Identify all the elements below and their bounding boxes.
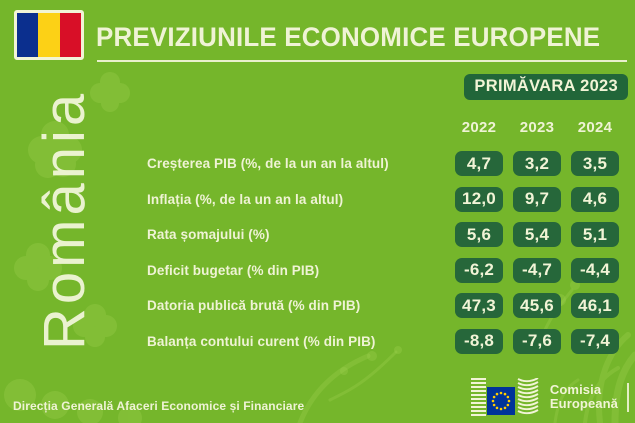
page-title: PREVIZIUNILE ECONOMICE EUROPENE — [96, 22, 601, 52]
value-box: 5,1 — [571, 222, 619, 248]
value-box: -4,4 — [571, 257, 619, 283]
flag-stripe-red — [59, 13, 81, 57]
row-label-budget-deficit: Deficit bugetar (% din PIB) — [147, 262, 320, 278]
season-badge: PRIMĂVARA 2023 — [464, 74, 628, 100]
value-box: 5,6 — [455, 222, 503, 248]
row-label-inflation: Inflația (%, de la un an la altul) — [147, 191, 344, 207]
row-label-current-account: Balanța contului curent (% din PIB) — [147, 333, 376, 349]
column-header-2024: 2024 — [577, 118, 613, 136]
value-box: -6,2 — [455, 257, 503, 283]
flag-stripe-yellow — [38, 13, 60, 57]
row-label-unemployment: Rata șomajului (%) — [147, 227, 270, 243]
value-box: 4,6 — [571, 186, 619, 212]
logo-divider — [627, 382, 629, 412]
department-caption: Direcția Generală Afaceri Economice și F… — [13, 399, 305, 413]
row-label-gdp-growth: Creșterea PIB (%, de la un an la altul) — [147, 156, 389, 172]
column-header-2023: 2023 — [519, 118, 555, 136]
value-box: 3,5 — [571, 151, 619, 177]
value-box: -8,8 — [455, 328, 503, 354]
value-box: -7,6 — [513, 328, 561, 354]
value-box: 3,2 — [513, 151, 561, 177]
row-label-public-debt: Datoria publică brută (% din PIB) — [147, 298, 361, 314]
ec-logo-line1: Comisia — [549, 381, 602, 397]
ec-logo-text: Comisia Europeană — [549, 381, 618, 412]
forecast-table: 2022 2023 2024 Creșterea PIB (%, de la u… — [147, 108, 619, 359]
eu-flag-icon — [486, 387, 515, 415]
value-box: 12,0 — [455, 186, 503, 212]
value-box: 9,7 — [513, 186, 561, 212]
value-box: 46,1 — [571, 293, 619, 319]
ec-logo-line2: Europeană — [549, 396, 618, 411]
value-box: -7,4 — [571, 328, 619, 354]
romania-flag-icon — [14, 10, 84, 60]
european-commission-logo: Comisia Europeană — [470, 378, 629, 416]
country-name: România — [32, 89, 97, 350]
value-box: -4,7 — [513, 257, 561, 283]
title-underline — [97, 60, 627, 62]
value-box: 5,4 — [513, 222, 561, 248]
ec-building-eu-flag-icon — [470, 378, 539, 416]
flag-stripe-blue — [17, 13, 39, 57]
value-box: 47,3 — [455, 293, 503, 319]
value-box: 45,6 — [513, 293, 561, 319]
value-box: 4,7 — [455, 151, 503, 177]
column-header-2022: 2022 — [461, 118, 497, 136]
